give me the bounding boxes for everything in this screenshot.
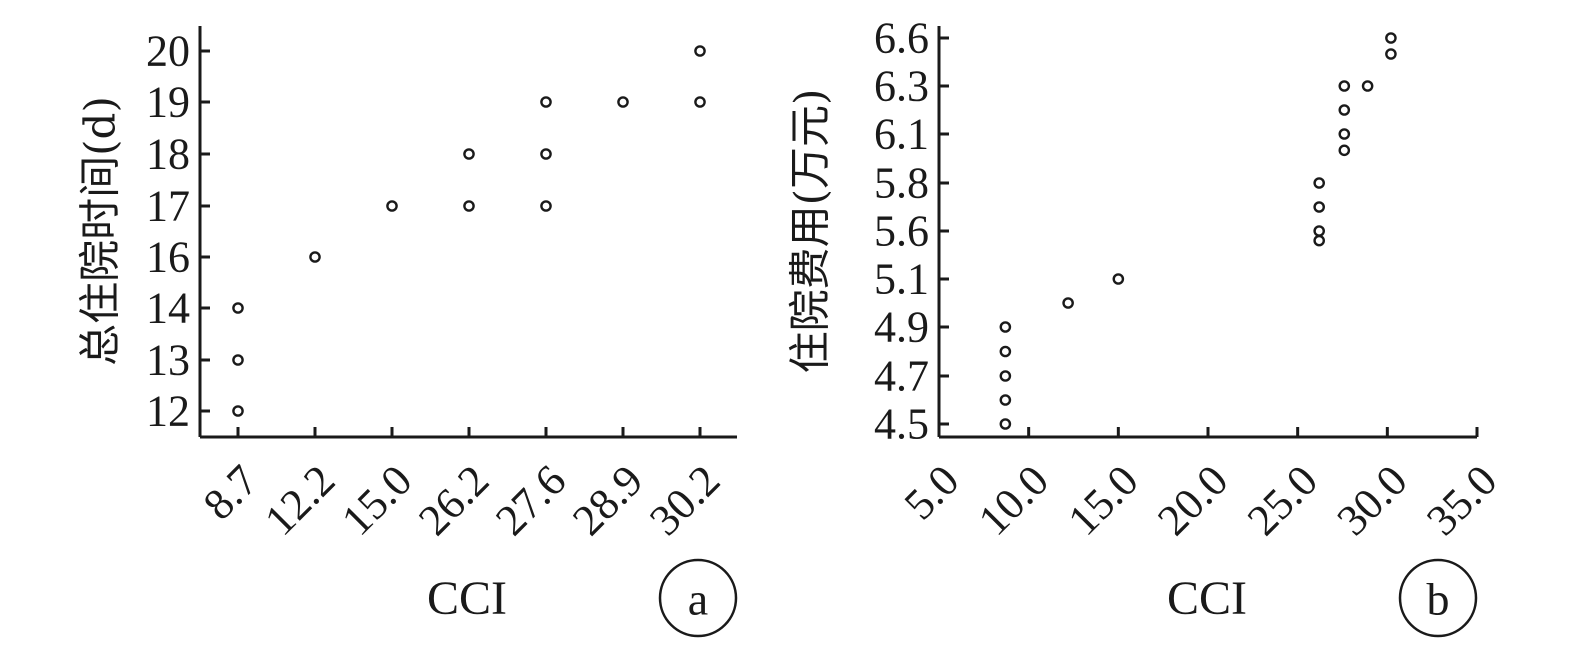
x-tick-label: 5.0 [895,456,969,530]
x-axis-title: CCI [427,572,507,625]
scatter-point [1313,177,1325,189]
y-tick-label: 16 [146,233,190,282]
scatter-point [232,354,244,366]
panel-b: 4.54.74.95.15.65.86.16.36.6 5.0 10.0 15.0 20… [786,14,1506,638]
y-tick-label: 20 [146,27,190,76]
y-tick-label: 17 [146,182,190,231]
y-tick-label: 6.3 [874,62,929,111]
y-axis-title: 住院费用(万元) [786,89,835,374]
panel-badge-label: b [1427,574,1450,625]
y-tick-label: 4.5 [874,400,929,449]
y-tick-label: 5.1 [874,255,929,304]
x-tick-label: 8.7 [194,456,268,530]
x-tick-label: 20.0 [1148,456,1237,545]
y-tick-label: 18 [146,130,190,179]
scatter-point [386,200,398,212]
scatter-point [540,200,552,212]
scatter-point [1338,128,1351,140]
y-tick-label: 13 [146,336,190,385]
scatter-point [617,96,629,108]
scatter-point [1313,234,1325,247]
panel-badge-circle [658,558,738,638]
x-axis-title: CCI [1167,572,1247,625]
scatter-point [999,394,1012,406]
x-tick-label: 35.0 [1417,456,1506,545]
x-tick-label: 25.0 [1238,456,1327,545]
scatter-point [999,370,1012,382]
x-tick-label: 28.9 [563,456,652,545]
x-tick-label: 15.0 [332,456,421,545]
scatter-point [463,200,475,212]
x-tick-label: 15.0 [1059,456,1148,545]
scatter-point [540,148,552,160]
scatter-point [694,96,706,108]
scatter-point [540,96,552,108]
scatter-point [1062,297,1074,309]
scatter-point [1385,48,1397,60]
scatter-point [999,418,1012,430]
scatter-point [1385,32,1397,44]
y-tick-label: 5.8 [874,159,929,208]
x-tick-label: 26.2 [409,456,498,545]
scatter-point [1313,201,1325,213]
scatter-point [232,405,244,417]
scatter-point [999,321,1012,333]
x-tick-label: 10.0 [969,456,1058,545]
y-tick-label: 19 [146,78,190,127]
y-tick-label: 5.6 [874,207,929,256]
scatter-point [232,302,244,314]
x-tick-label: 30.0 [1328,456,1417,545]
scatter-point [999,345,1012,358]
y-tick-label: 6.1 [874,110,929,159]
scatter-point [309,251,321,263]
y-tick-label: 12 [146,387,190,436]
x-tick-label: 27.6 [486,456,575,545]
x-tick-label: 12.2 [255,456,344,545]
scatter-point [1338,80,1351,92]
x-tick-label: 30.2 [640,456,729,545]
scatter-point [1361,80,1374,92]
scatter-point [1313,225,1325,237]
y-tick-label: 4.9 [874,303,929,352]
panel-badge-circle [1398,558,1478,638]
scatter-point [1338,104,1351,116]
scatter-point [1338,144,1351,157]
scatter-point [1112,273,1125,285]
y-axis-title: 总住院时间(d) [76,96,125,366]
y-tick-label: 14 [146,284,190,333]
y-tick-label: 6.6 [874,14,929,63]
panel-badge-label: a [688,574,708,625]
y-tick-label: 4.7 [874,352,929,401]
scatter-point [694,45,706,57]
scatter-point [463,148,475,160]
